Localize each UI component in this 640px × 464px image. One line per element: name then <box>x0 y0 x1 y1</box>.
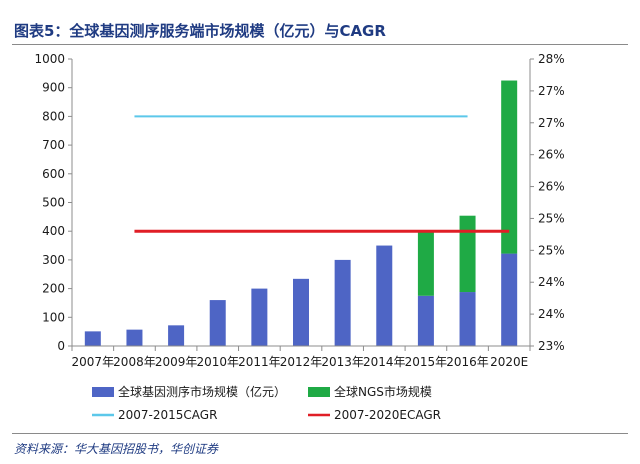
legend-label: 全球基因测序市场规模（亿元） <box>118 384 286 399</box>
bar-total-market <box>168 325 185 346</box>
y-left-tick-label: 500 <box>42 196 65 210</box>
bar-total-market <box>126 329 143 346</box>
y-left-tick-label: 300 <box>42 253 65 267</box>
y-right-tick-label: 28% <box>538 52 565 66</box>
bar-total-market <box>501 253 518 346</box>
bar-ngs-market <box>459 215 476 293</box>
bar-total-market <box>209 300 226 346</box>
chart-legend: 全球基因测序市场规模（亿元） 全球NGS市场规模 2007-2015CAGR 2007… <box>92 384 441 422</box>
x-tick-label: 2010年 <box>196 355 239 369</box>
x-tick-label: 2011年 <box>238 355 281 369</box>
bar-total-market <box>334 259 351 346</box>
x-tick-label: 2009年 <box>155 355 198 369</box>
bar-total-market <box>84 331 101 346</box>
x-tick-label: 2007年 <box>72 355 115 369</box>
y-left-tick-label: 900 <box>42 81 65 95</box>
x-tick-label: 2013年 <box>321 355 364 369</box>
y-right-tick-label: 24% <box>538 307 565 321</box>
x-tick-label: 2016年 <box>446 355 489 369</box>
bar-ngs-market <box>501 80 518 254</box>
x-tick-label: 2015年 <box>405 355 448 369</box>
x-tick-label: 2020E <box>490 355 528 369</box>
legend-swatch <box>308 387 330 397</box>
y-left-tick-label: 0 <box>57 339 65 353</box>
y-left-tick-label: 800 <box>42 109 65 123</box>
chart-axes: 0 100 200 300 400 500 600 700 800 900 1000 23% 24% 24… <box>34 52 564 369</box>
x-tick-label: 2014年 <box>363 355 406 369</box>
legend-label: 2007-2020ECAGR <box>334 408 441 422</box>
y-right-tick-label: 25% <box>538 243 565 257</box>
bar-total-market <box>251 288 268 346</box>
y-right-tick-label: 23% <box>538 339 565 353</box>
legend-swatch <box>92 387 114 397</box>
x-tick-label: 2012年 <box>280 355 323 369</box>
y-right-tick-label: 26% <box>538 180 565 194</box>
y-right-tick-label: 27% <box>538 84 565 98</box>
x-tick-label: 2008年 <box>113 355 156 369</box>
y-left-tick-label: 600 <box>42 167 65 181</box>
bar-ngs-market <box>417 232 434 296</box>
y-right-tick-label: 24% <box>538 275 565 289</box>
y-right-tick-label: 26% <box>538 148 565 162</box>
y-left-tick-label: 100 <box>42 310 65 324</box>
title-divider <box>12 44 628 45</box>
chart-title: 图表5：全球基因测序服务端市场规模（亿元）与CAGR <box>14 22 386 40</box>
legend-label: 全球NGS市场规模 <box>334 384 432 399</box>
chart-bars <box>84 80 518 346</box>
y-left-tick-label: 200 <box>42 282 65 296</box>
bar-total-market <box>417 295 434 346</box>
y-left-tick-label: 1000 <box>34 52 65 66</box>
bar-total-market <box>293 278 309 346</box>
chart-cagr-lines <box>134 115 510 233</box>
y-right-tick-label: 25% <box>538 211 565 225</box>
bar-total-market <box>376 245 393 346</box>
y-right-tick-label: 27% <box>538 116 565 130</box>
legend-label: 2007-2015CAGR <box>118 408 217 422</box>
bar-total-market <box>459 292 476 346</box>
y-left-tick-label: 400 <box>42 224 65 238</box>
y-left-tick-label: 700 <box>42 138 65 152</box>
footer-divider <box>12 433 628 434</box>
source-note: 资料来源：华大基因招股书，华创证券 <box>14 442 219 456</box>
